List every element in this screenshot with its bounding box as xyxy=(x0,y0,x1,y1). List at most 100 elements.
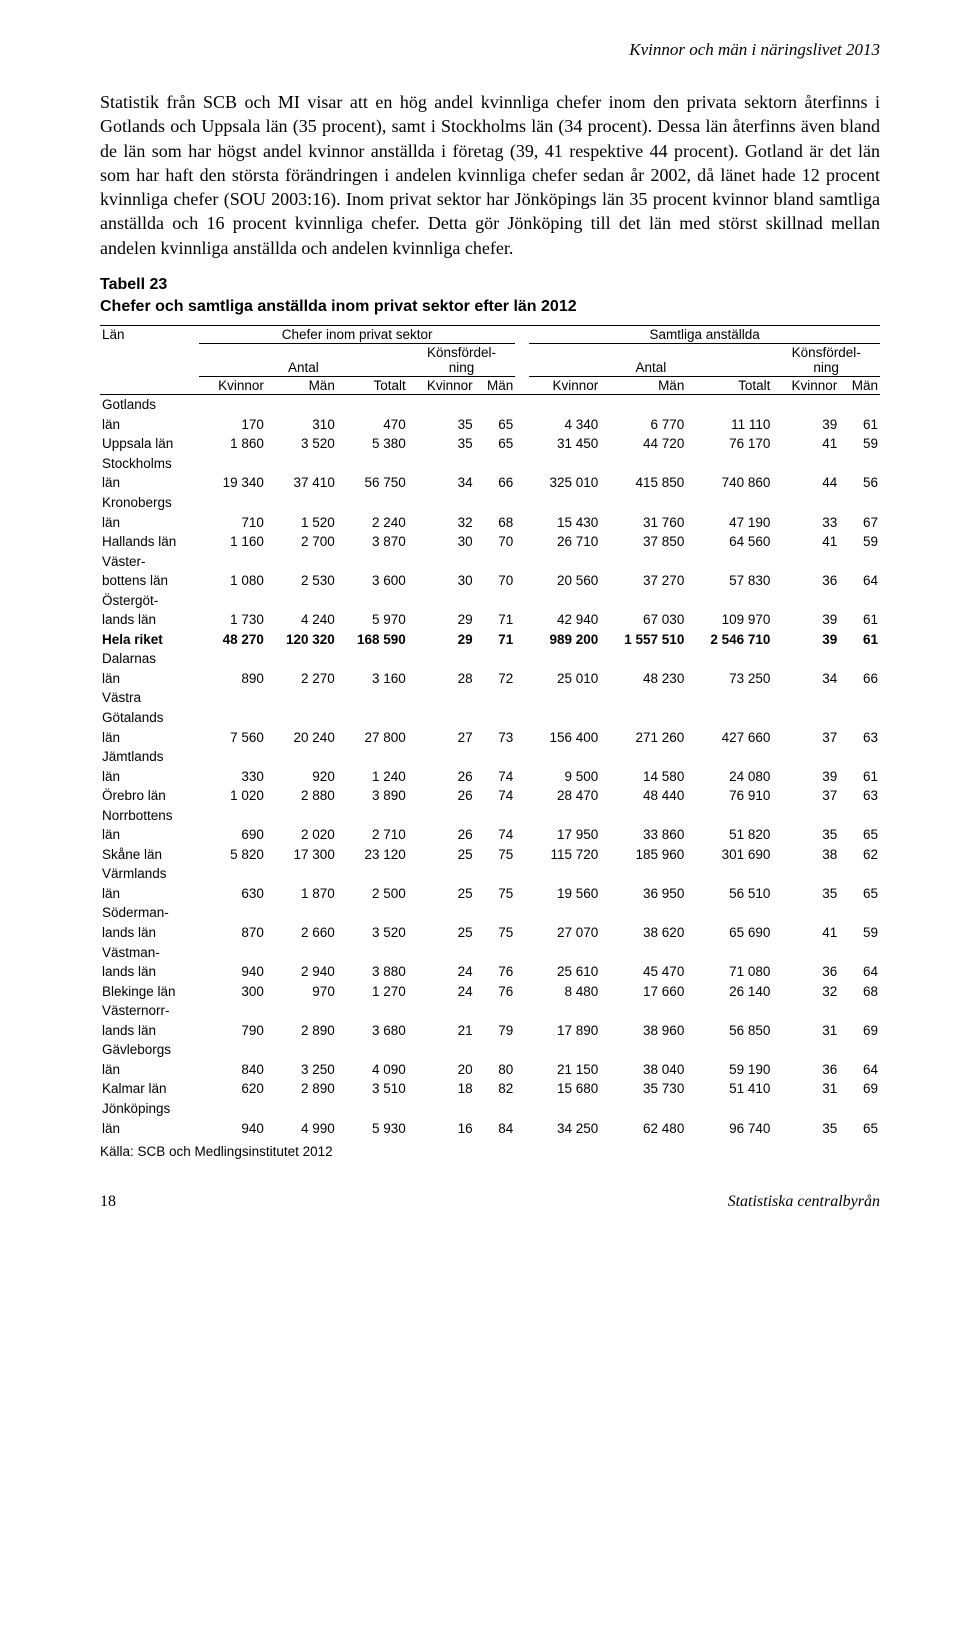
row-label: län xyxy=(100,669,199,689)
cell: 9 500 xyxy=(529,767,600,787)
table-row: Skåne län5 82017 30023 1202575115 720185… xyxy=(100,845,880,865)
cell: 65 xyxy=(839,1119,880,1139)
cell: 25 xyxy=(408,845,475,865)
cell: 41 xyxy=(772,434,839,454)
cell: 68 xyxy=(839,982,880,1002)
row-label: Stockholms xyxy=(100,454,199,474)
cell: 69 xyxy=(839,1079,880,1099)
table-row: Söderman- xyxy=(100,903,880,923)
col-antal-2: Antal xyxy=(529,344,772,377)
cell: 11 110 xyxy=(686,415,772,435)
row-label: län xyxy=(100,1060,199,1080)
cell: 840 xyxy=(199,1060,266,1080)
cell: 33 xyxy=(772,513,839,533)
row-label: Hallands län xyxy=(100,532,199,552)
cell: 48 270 xyxy=(199,630,266,650)
cell: 2 500 xyxy=(337,884,408,904)
cell: 63 xyxy=(839,786,880,806)
row-label: Jämtlands xyxy=(100,747,199,767)
col-group-samtliga: Samtliga anställda xyxy=(529,326,880,344)
cell: 26 710 xyxy=(529,532,600,552)
table-row: Stockholms xyxy=(100,454,880,474)
row-label: Örebro län xyxy=(100,786,199,806)
cell: 8 480 xyxy=(529,982,600,1002)
cell: 5 970 xyxy=(337,610,408,630)
table-caption: Tabell 23 Chefer och samtliga anställda … xyxy=(100,274,880,317)
row-label: län xyxy=(100,728,199,748)
cell: 940 xyxy=(199,1119,266,1139)
table-row: Västernorr- xyxy=(100,1001,880,1021)
cell: 35 xyxy=(408,415,475,435)
cell: 39 xyxy=(772,767,839,787)
table-title: Chefer och samtliga anställda inom priva… xyxy=(100,298,577,315)
row-label: Gävleborgs xyxy=(100,1040,199,1060)
table-row: län7101 5202 240326815 43031 76047 19033… xyxy=(100,513,880,533)
cell: 24 xyxy=(408,962,475,982)
cell: 26 xyxy=(408,825,475,845)
row-label: Norrbottens xyxy=(100,806,199,826)
cell: 970 xyxy=(266,982,337,1002)
cell: 17 300 xyxy=(266,845,337,865)
cell: 39 xyxy=(772,610,839,630)
cell: 64 xyxy=(839,571,880,591)
cell: 26 xyxy=(408,786,475,806)
cell: 34 xyxy=(408,473,475,493)
cell: 20 240 xyxy=(266,728,337,748)
cell: 3 600 xyxy=(337,571,408,591)
cell: 3 890 xyxy=(337,786,408,806)
cell: 21 150 xyxy=(529,1060,600,1080)
cell: 1 870 xyxy=(266,884,337,904)
cell: 2 530 xyxy=(266,571,337,591)
cell: 1 730 xyxy=(199,610,266,630)
cell: 790 xyxy=(199,1021,266,1041)
cell: 96 740 xyxy=(686,1119,772,1139)
row-label: Götalands xyxy=(100,708,199,728)
cell: 38 620 xyxy=(600,923,686,943)
cell: 24 080 xyxy=(686,767,772,787)
cell: 66 xyxy=(475,473,516,493)
cell: 67 030 xyxy=(600,610,686,630)
cell: 38 040 xyxy=(600,1060,686,1080)
cell: 3 520 xyxy=(337,923,408,943)
publisher: Statistiska centralbyrån xyxy=(728,1193,880,1211)
row-label: Skåne län xyxy=(100,845,199,865)
cell: 870 xyxy=(199,923,266,943)
row-label: län xyxy=(100,473,199,493)
cell: 56 750 xyxy=(337,473,408,493)
cell: 34 250 xyxy=(529,1119,600,1139)
cell: 79 xyxy=(475,1021,516,1041)
table-row: län7 56020 24027 8002773156 400271 26042… xyxy=(100,728,880,748)
table-source: Källa: SCB och Medlingsinstitutet 2012 xyxy=(100,1144,880,1159)
cell: 27 070 xyxy=(529,923,600,943)
table-number: Tabell 23 xyxy=(100,276,167,293)
table-row: län19 34037 41056 7503466325 010415 8507… xyxy=(100,473,880,493)
cell: 3 680 xyxy=(337,1021,408,1041)
cell: 65 xyxy=(475,415,516,435)
cell: 32 xyxy=(408,513,475,533)
cell: 109 970 xyxy=(686,610,772,630)
cell: 33 860 xyxy=(600,825,686,845)
cell: 301 690 xyxy=(686,845,772,865)
table-row: Gävleborgs xyxy=(100,1040,880,1060)
cell: 39 xyxy=(772,630,839,650)
cell: 84 xyxy=(475,1119,516,1139)
cell: 17 890 xyxy=(529,1021,600,1041)
table-row: lands län1 7304 2405 970297142 94067 030… xyxy=(100,610,880,630)
row-label: Söderman- xyxy=(100,903,199,923)
cell: 64 560 xyxy=(686,532,772,552)
row-label: län xyxy=(100,767,199,787)
row-label: Värmlands xyxy=(100,864,199,884)
cell: 2 710 xyxy=(337,825,408,845)
cell: 37 xyxy=(772,786,839,806)
cell: 300 xyxy=(199,982,266,1002)
table-row: Gotlands xyxy=(100,395,880,415)
table-row: Hallands län1 1602 7003 870307026 71037 … xyxy=(100,532,880,552)
cell: 1 160 xyxy=(199,532,266,552)
cell: 74 xyxy=(475,767,516,787)
row-label: Uppsala län xyxy=(100,434,199,454)
cell: 31 760 xyxy=(600,513,686,533)
row-label: län xyxy=(100,513,199,533)
cell: 25 610 xyxy=(529,962,600,982)
data-table: Län Chefer inom privat sektor Samtliga a… xyxy=(100,325,880,1138)
cell: 16 xyxy=(408,1119,475,1139)
